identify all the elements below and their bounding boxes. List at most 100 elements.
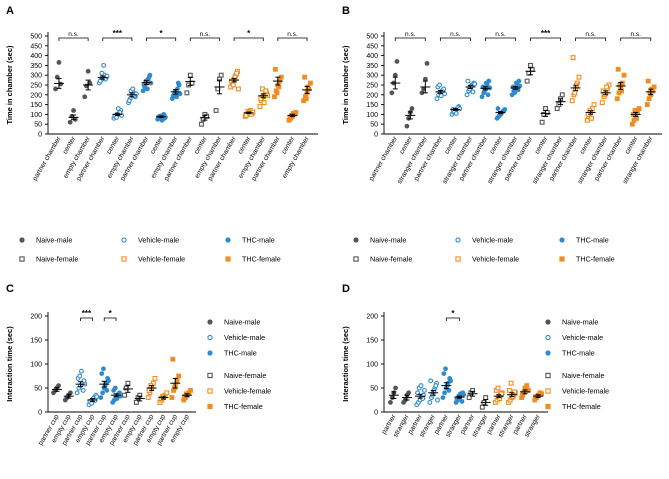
data-point — [82, 94, 88, 100]
data-point — [483, 80, 489, 86]
legend-marker — [559, 256, 565, 262]
data-point — [615, 66, 621, 72]
x-tick-label: partner chamber — [413, 135, 444, 182]
legend-label: Vehicle-female — [224, 387, 271, 396]
panel-b-letter: B — [342, 5, 350, 17]
data-point — [506, 387, 512, 393]
legend-marker — [545, 388, 551, 394]
series-vehicle-male — [414, 378, 440, 408]
series-naive-male — [388, 385, 412, 405]
data-point — [631, 117, 637, 123]
significance-bracket — [439, 37, 471, 41]
data-point — [485, 92, 491, 98]
legend-label: Vehicle-male — [138, 236, 179, 245]
data-point — [290, 111, 296, 116]
y-tick-label: 150 — [366, 102, 378, 109]
data-point — [257, 104, 263, 110]
y-tick-label: 450 — [366, 43, 378, 50]
data-point — [301, 98, 307, 104]
y-tick-label: 500 — [366, 34, 378, 41]
data-point — [502, 107, 508, 112]
y-tick-label: 0 — [374, 410, 378, 417]
data-point — [636, 106, 642, 111]
significance-label: n.s. — [287, 31, 298, 38]
data-point — [604, 84, 609, 90]
data-point — [261, 100, 267, 106]
data-point — [278, 74, 284, 80]
significance-bracket — [58, 37, 89, 41]
x-tick-label: partner chamber — [548, 135, 579, 182]
data-point — [569, 98, 575, 104]
y-tick-label: 300 — [366, 73, 378, 80]
y-tick-label: 400 — [30, 53, 42, 60]
data-point — [461, 392, 467, 398]
data-point — [389, 90, 395, 96]
legend-label: Vehicle-female — [562, 387, 609, 396]
x-tick-label: center — [624, 135, 640, 155]
panel-a-letter: A — [6, 5, 14, 17]
y-tick-label: 100 — [30, 112, 42, 119]
data-point — [459, 399, 465, 404]
legend-label: THC-male — [562, 349, 595, 358]
data-point — [80, 387, 86, 393]
data-point — [539, 119, 545, 125]
data-point — [104, 388, 110, 393]
data-point — [440, 395, 446, 400]
x-tick-label: partner chamber — [593, 135, 624, 182]
legend-marker — [545, 372, 551, 379]
data-point — [651, 84, 657, 90]
legend-label: Naive-female — [370, 255, 412, 264]
data-point — [99, 70, 105, 76]
data-point — [79, 368, 84, 374]
y-tick-label: 150 — [30, 338, 42, 345]
legend-marker — [207, 319, 213, 325]
data-point — [512, 389, 517, 395]
series-naive-female — [184, 72, 225, 127]
legend-marker — [121, 237, 127, 243]
significance-label: n.s. — [68, 31, 79, 38]
legend-label: Naive-male — [36, 236, 72, 245]
data-point — [114, 396, 120, 401]
data-point — [174, 378, 180, 384]
data-point — [472, 81, 478, 87]
data-point — [591, 102, 597, 108]
data-point — [100, 390, 105, 396]
legend-marker — [207, 388, 213, 394]
data-point — [427, 399, 433, 405]
series-vehicle-male — [434, 78, 478, 117]
data-point — [554, 106, 560, 111]
series-vehicle-female — [492, 380, 518, 405]
data-point — [250, 109, 256, 115]
data-point — [465, 78, 471, 84]
legend-marker — [353, 256, 359, 262]
data-point — [170, 356, 176, 362]
data-point — [616, 90, 622, 96]
y-tick-label: 50 — [370, 386, 378, 393]
data-point — [437, 82, 443, 88]
y-tick-label: 100 — [366, 362, 378, 369]
data-point — [112, 385, 118, 391]
y-tick-label: 0 — [38, 132, 42, 139]
data-point — [234, 70, 240, 76]
data-point — [302, 74, 307, 80]
legend: Naive-male Vehicle-male THC-male Naive-fema… — [353, 236, 615, 264]
y-tick-label: 200 — [30, 314, 42, 321]
data-point — [392, 72, 398, 78]
data-point — [629, 121, 635, 127]
series-vehicle-male — [96, 62, 139, 121]
significance-bracket — [233, 37, 264, 41]
legend-marker — [225, 256, 231, 262]
legend-label: Naive-female — [36, 255, 78, 264]
legend-marker — [455, 237, 461, 243]
data-point — [441, 371, 447, 376]
data-point — [457, 106, 463, 112]
series-vehicle-female — [145, 375, 170, 405]
data-point — [619, 80, 625, 86]
series-thc-female — [169, 356, 193, 403]
legend-marker — [559, 237, 565, 243]
data-point — [184, 90, 190, 96]
y-tick-label: 500 — [30, 34, 42, 41]
panel-d-letter: D — [342, 283, 350, 295]
